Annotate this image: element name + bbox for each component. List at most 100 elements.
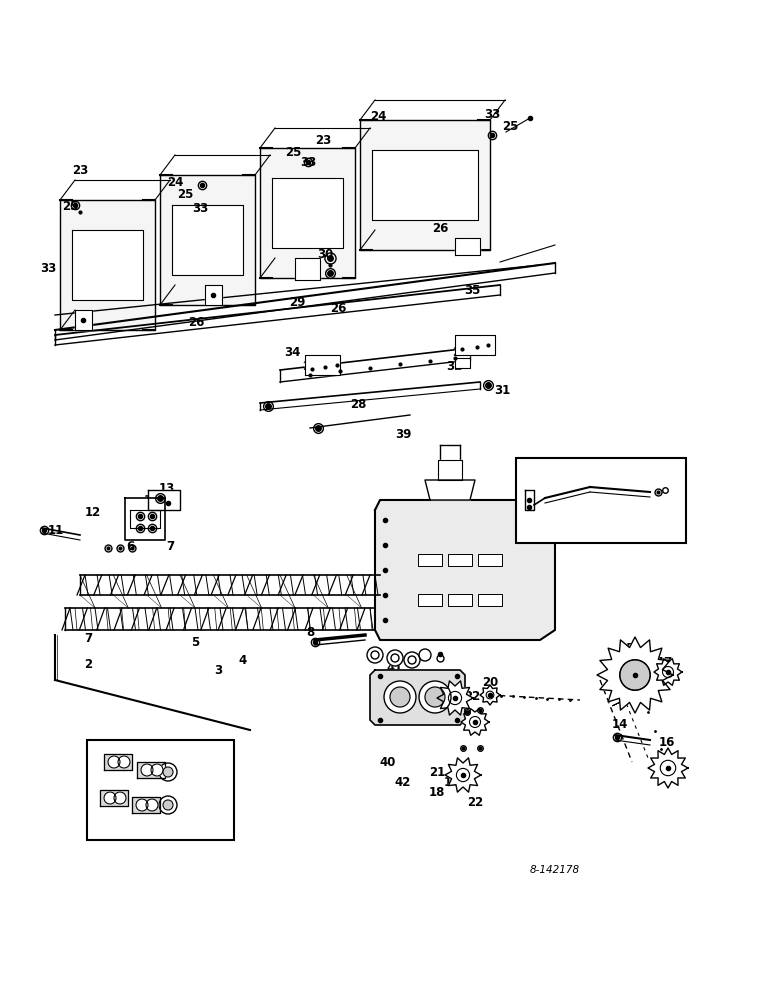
Text: 30: 30	[317, 248, 334, 261]
Text: 19: 19	[444, 776, 460, 790]
Text: 9: 9	[148, 756, 156, 768]
Polygon shape	[525, 490, 534, 510]
Circle shape	[141, 764, 153, 776]
Circle shape	[114, 792, 126, 804]
Polygon shape	[160, 175, 255, 305]
Polygon shape	[445, 758, 481, 792]
Circle shape	[391, 654, 399, 662]
Bar	[448, 594, 472, 606]
Circle shape	[425, 687, 445, 707]
Text: 41: 41	[370, 686, 386, 700]
Text: 12: 12	[144, 493, 160, 506]
Circle shape	[408, 656, 416, 664]
Text: 40: 40	[380, 756, 396, 768]
Circle shape	[620, 660, 650, 690]
Text: 9: 9	[126, 792, 134, 804]
Polygon shape	[455, 238, 480, 255]
Text: 39: 39	[394, 428, 411, 442]
Circle shape	[371, 651, 379, 659]
Polygon shape	[360, 120, 490, 250]
Circle shape	[419, 681, 451, 713]
Text: 42: 42	[394, 776, 411, 790]
Polygon shape	[480, 685, 500, 705]
Text: 11: 11	[48, 524, 64, 536]
Polygon shape	[104, 754, 132, 770]
Text: 7: 7	[84, 632, 92, 645]
Polygon shape	[125, 498, 165, 540]
Circle shape	[146, 799, 158, 811]
Text: 14: 14	[612, 718, 628, 732]
Text: 24: 24	[370, 110, 386, 123]
Text: 36: 36	[532, 498, 548, 512]
Polygon shape	[597, 637, 673, 713]
Circle shape	[384, 681, 416, 713]
Polygon shape	[461, 709, 489, 735]
Polygon shape	[425, 480, 475, 500]
Polygon shape	[130, 510, 160, 528]
Circle shape	[387, 650, 403, 666]
Bar	[418, 594, 442, 606]
Text: 3: 3	[214, 664, 222, 676]
Text: 10: 10	[164, 766, 180, 780]
Polygon shape	[205, 285, 222, 305]
Circle shape	[104, 792, 116, 804]
Text: 25: 25	[177, 188, 193, 202]
Text: 26: 26	[330, 302, 346, 314]
Text: 18: 18	[428, 786, 445, 800]
Text: 4: 4	[239, 654, 247, 666]
Text: 21: 21	[429, 766, 445, 780]
Text: 29: 29	[302, 360, 318, 373]
Text: 31: 31	[494, 383, 510, 396]
Circle shape	[136, 799, 148, 811]
Circle shape	[419, 649, 431, 661]
Text: 38: 38	[614, 516, 630, 528]
Polygon shape	[272, 178, 343, 248]
Text: 6: 6	[126, 540, 134, 554]
Text: 34: 34	[284, 346, 300, 359]
Text: 1: 1	[488, 526, 496, 540]
Circle shape	[159, 763, 177, 781]
Text: 26: 26	[188, 316, 204, 328]
Text: 12: 12	[85, 506, 101, 518]
Text: 17: 17	[657, 656, 673, 668]
Bar	[478, 554, 502, 566]
Polygon shape	[132, 797, 160, 813]
Polygon shape	[437, 681, 473, 715]
Bar	[448, 554, 472, 566]
Circle shape	[390, 687, 410, 707]
Text: 32: 32	[446, 360, 462, 373]
Text: 24: 24	[167, 176, 183, 190]
Text: 25: 25	[502, 120, 518, 133]
Polygon shape	[372, 150, 478, 220]
Text: 35: 35	[464, 284, 480, 296]
Text: 5: 5	[191, 637, 199, 650]
Circle shape	[151, 764, 163, 776]
Bar	[87, 740, 234, 840]
Text: 2: 2	[84, 658, 92, 672]
Text: 33: 33	[300, 156, 316, 169]
Text: 27: 27	[452, 346, 468, 359]
Polygon shape	[455, 335, 495, 355]
Text: 23: 23	[315, 133, 331, 146]
Text: 25: 25	[285, 146, 301, 159]
Text: 22: 22	[467, 796, 483, 810]
Bar	[418, 554, 442, 566]
Text: 37: 37	[559, 488, 575, 502]
Polygon shape	[60, 200, 155, 330]
Circle shape	[159, 796, 177, 814]
Circle shape	[163, 767, 173, 777]
Polygon shape	[172, 205, 243, 275]
Circle shape	[163, 800, 173, 810]
Circle shape	[367, 647, 383, 663]
Text: 10: 10	[95, 806, 111, 818]
Polygon shape	[100, 790, 128, 806]
Bar	[516, 458, 686, 543]
Polygon shape	[375, 500, 555, 640]
Text: 33: 33	[40, 261, 56, 274]
Text: 13: 13	[159, 482, 175, 494]
Polygon shape	[654, 659, 682, 685]
Text: 28: 28	[350, 398, 366, 412]
Text: 20: 20	[482, 676, 498, 688]
Polygon shape	[370, 670, 465, 725]
Polygon shape	[438, 460, 462, 480]
